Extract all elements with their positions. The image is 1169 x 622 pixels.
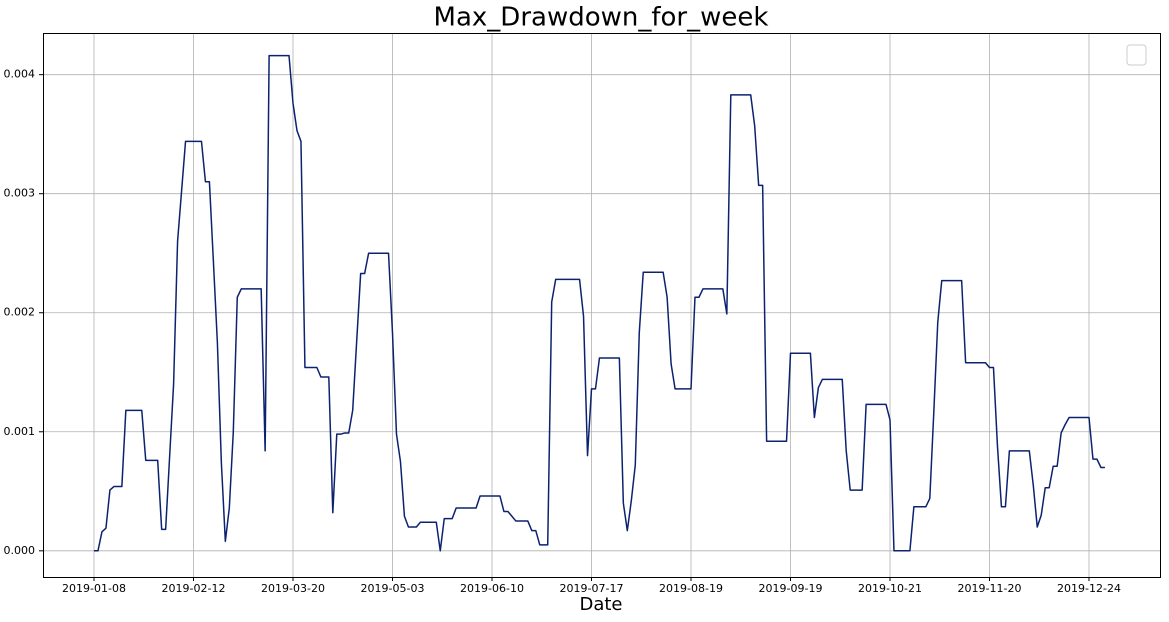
x-tick-label: 2019-07-17 [560, 582, 624, 595]
y-tick-label: 0.001 [4, 425, 36, 438]
y-tick-label: 0.004 [4, 68, 36, 81]
x-tick-label: 2019-08-19 [659, 582, 723, 595]
chart-title: Max_Drawdown_for_week [434, 3, 769, 33]
x-tick-label: 2019-02-12 [162, 582, 226, 595]
plot-frame [43, 33, 1161, 578]
y-tick-label: 0.002 [4, 306, 36, 319]
x-axis-label: Date [579, 594, 622, 615]
x-tick-label: 2019-10-21 [858, 582, 922, 595]
legend [1126, 44, 1147, 66]
y-tick-label: 0.003 [4, 187, 36, 200]
data-line [94, 54, 1105, 552]
x-tick-label: 2019-12-24 [1057, 582, 1121, 595]
x-tick-label: 2019-03-20 [261, 582, 325, 595]
x-tick-label: 2019-05-03 [361, 582, 425, 595]
x-tick-label: 2019-01-08 [62, 582, 126, 595]
y-tick-label: 0.000 [4, 544, 36, 557]
x-tick-label: 2019-09-19 [759, 582, 823, 595]
x-tick-label: 2019-11-20 [958, 582, 1022, 595]
x-tick-label: 2019-06-10 [460, 582, 524, 595]
